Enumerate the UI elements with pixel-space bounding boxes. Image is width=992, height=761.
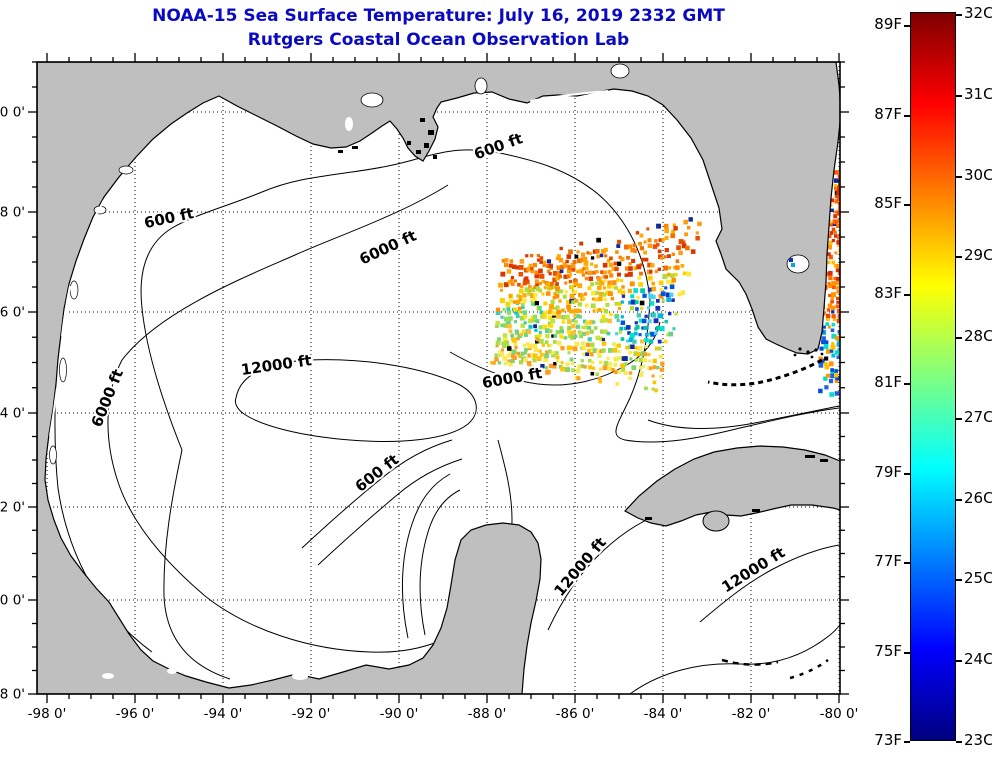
- x-tick-label: -86 0': [556, 706, 595, 722]
- cayman-islets: [721, 658, 829, 680]
- x-tick-label: -84 0': [644, 706, 683, 722]
- y-tick-label: 28 0': [0, 205, 25, 221]
- colorbar-celsius-label: 27C: [964, 407, 992, 426]
- colorbar-c-tick: [956, 256, 962, 259]
- texas-bay-1: [118, 165, 134, 175]
- mexico-lagoon: [49, 445, 57, 465]
- barrier-islands: [49, 90, 609, 437]
- y-tick-label: 26 0': [0, 305, 25, 321]
- colorbar-f-tick: [904, 204, 910, 206]
- contour-600ft-west: [140, 149, 651, 680]
- colorbar-celsius-label: 25C: [964, 569, 992, 588]
- colorbar-f-tick: [904, 741, 910, 743]
- cuba-coast-speckles: [645, 455, 828, 520]
- colorbar-c-tick: [956, 94, 962, 97]
- map-axes: -98 0' -96 0' -94 0' -92 0' -90 0' -88 0' -86 …: [0, 53, 858, 722]
- x-tick-label: -98 0': [28, 706, 67, 722]
- texas-bay-3: [69, 280, 79, 300]
- colorbar-celsius-label: 31C: [964, 84, 992, 103]
- colorbar-celsius-label: 23C: [964, 731, 992, 749]
- colorbar-f-tick: [904, 651, 910, 654]
- colorbar-c-tick: [956, 175, 962, 178]
- okeechobee-data-px2: [791, 263, 795, 267]
- x-tick-label: -88 0': [468, 706, 507, 722]
- mobile-bay: [474, 77, 488, 95]
- colorbar-c-tick: [956, 337, 962, 340]
- x-tick-label: -94 0': [204, 706, 243, 722]
- y-tick-label: 22 0': [0, 500, 25, 516]
- colorbar-c-tick: [956, 741, 962, 743]
- campeche-lagoon-1: [102, 673, 114, 679]
- page-title: NOAA-15 Sea Surface Temperature: July 16…: [152, 6, 725, 26]
- contour-yucatan-bank-a: [419, 489, 461, 636]
- colorbar-f-tick: [904, 25, 910, 27]
- colorbar-celsius-label: 32C: [964, 4, 992, 22]
- georgia-notch: [610, 63, 630, 79]
- land-masses: [37, 62, 840, 694]
- colorbar-f-tick: [904, 472, 910, 475]
- contour-12000ft-west-basin: [234, 359, 477, 442]
- isle-of-youth: [702, 510, 730, 532]
- y-tick-label: 24 0': [0, 406, 25, 422]
- colorbar-c-tick: [956, 417, 962, 420]
- colorbar-celsius-label: 26C: [964, 488, 992, 507]
- mississippi-delta-speckles: [338, 118, 437, 159]
- colorbar-c-tick: [956, 660, 962, 663]
- colorbar-fahrenheit-label: 75F: [874, 641, 902, 660]
- y-tick-label: 20 0': [0, 593, 25, 609]
- colorbar-f-tick: [904, 562, 910, 564]
- contour-12000ft-straits-b: [699, 544, 840, 623]
- campeche-lagoon-2: [167, 668, 177, 674]
- colorbar-c-tick: [956, 579, 962, 582]
- colorbar-fahrenheit-label: 83F: [874, 283, 902, 302]
- y-tick-label: 30 0': [0, 105, 25, 121]
- contour-atlantic-shelf: [837, 154, 840, 196]
- colorbar-celsius-label: 29C: [964, 246, 992, 265]
- colorbar-fahrenheit-label: 79F: [874, 462, 902, 481]
- x-tick-label: -92 0': [292, 706, 331, 722]
- cuba-land: [624, 445, 840, 527]
- colorbar-fahrenheit-label: 73F: [874, 731, 902, 749]
- contour-600ft-straits-twin: [647, 405, 840, 429]
- colorbar-c-tick: [956, 14, 962, 16]
- contour-600ft-campeche-a: [301, 439, 453, 549]
- florida-keys: [707, 358, 823, 387]
- colorbar-fahrenheit-label: 87F: [874, 104, 902, 123]
- x-tick-label: -82 0': [732, 706, 771, 722]
- x-tick-label: -90 0': [380, 706, 419, 722]
- colorbar-fahrenheit-label: 81F: [874, 373, 902, 391]
- colorbar-celsius-label: 28C: [964, 327, 992, 346]
- colorbar-celsius-label: 24C: [964, 650, 992, 669]
- x-tick-label: -80 0': [820, 706, 859, 722]
- plot-border: [36, 61, 841, 695]
- colorbar-f-tick: [904, 383, 910, 385]
- north-america-land: [37, 62, 840, 694]
- colorbar-celsius-label: 30C: [964, 165, 992, 184]
- colorbar-c-tick: [956, 498, 962, 501]
- colorbar-fahrenheit-label: 77F: [874, 552, 902, 570]
- terminos-lagoon: [292, 672, 308, 680]
- sst-swath: [490, 170, 840, 400]
- colorbar-fahrenheit-label: 89F: [874, 15, 902, 33]
- contour-yucatan-bank-b: [401, 473, 451, 639]
- contour-600ft-campeche-b: [317, 458, 463, 566]
- colorbar-f-tick: [904, 114, 910, 117]
- colorbar-fahrenheit-label: 85F: [874, 194, 902, 212]
- laguna-madre: [59, 357, 67, 383]
- contour-6000ft-east: [449, 321, 661, 386]
- colorbar-f-tick: [904, 293, 910, 296]
- temperature-colorbar: [910, 12, 956, 741]
- x-tick-label: -96 0': [116, 706, 155, 722]
- lake-pontchartrain: [360, 92, 384, 108]
- everglades-speckles: [793, 347, 824, 359]
- y-tick-label: 18 0': [0, 687, 25, 703]
- lake-okeechobee: [786, 254, 810, 274]
- coastal-lake: [345, 117, 353, 131]
- okeechobee-data-px1: [789, 258, 793, 262]
- page-subtitle: Rutgers Coastal Ocean Observation Lab: [247, 30, 630, 50]
